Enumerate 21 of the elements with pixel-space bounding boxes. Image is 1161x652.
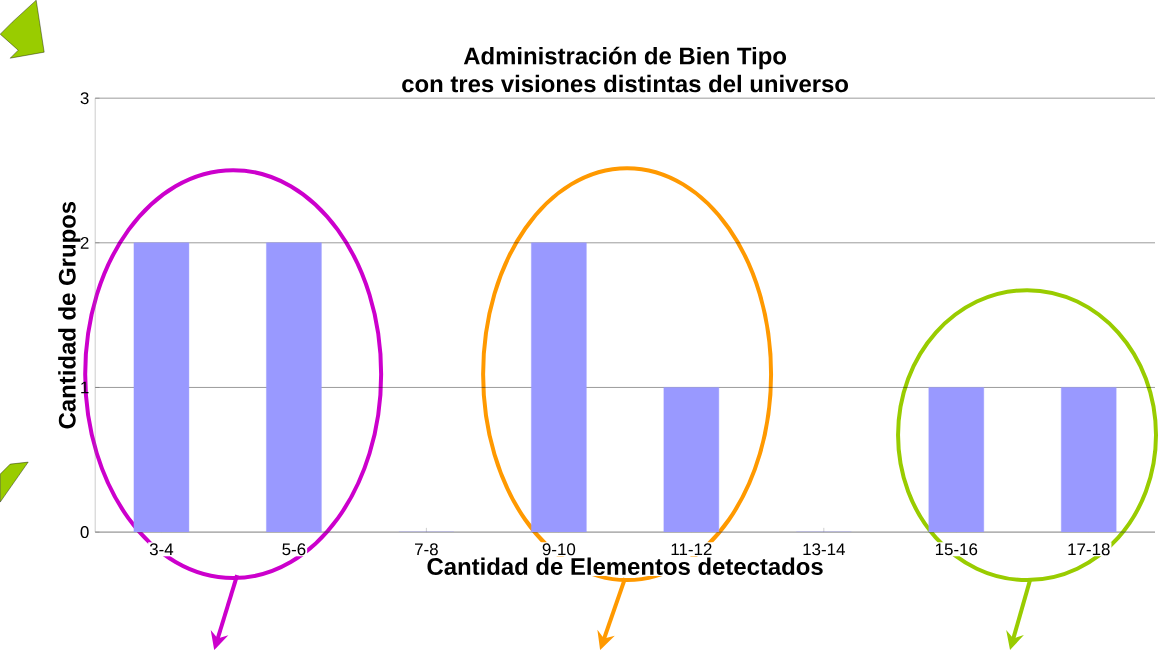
bar [531, 242, 587, 533]
bar [133, 242, 190, 533]
x-tick-label: 7-8 [415, 543, 438, 556]
y-tick-label: 2 [80, 236, 89, 249]
x-tick-label: 3-4 [149, 543, 174, 556]
x-tick-label: 15-16 [935, 543, 978, 556]
x-tick-label: 17-18 [1068, 543, 1110, 556]
y-axis-title: Cantidad de Grupos [58, 201, 81, 429]
chart-title: Administración de Bien Tipo con tres visiones distintas del universo [402, 46, 849, 93]
bar [663, 387, 720, 533]
bar [266, 242, 322, 533]
y-tick-label: 0 [80, 526, 89, 539]
bar [928, 387, 984, 533]
bar [1061, 387, 1117, 533]
y-tick-label: 3 [80, 92, 89, 105]
x-tick-label: 13-14 [803, 543, 845, 556]
y-tick-label: 1 [81, 381, 89, 394]
x-axis-title: Cantidad de Elementos detectados [427, 557, 823, 576]
x-tick-label: 9-10 [542, 543, 576, 556]
x-tick-label: 5-6 [282, 543, 306, 556]
x-tick-label: 11-12 [671, 543, 712, 556]
